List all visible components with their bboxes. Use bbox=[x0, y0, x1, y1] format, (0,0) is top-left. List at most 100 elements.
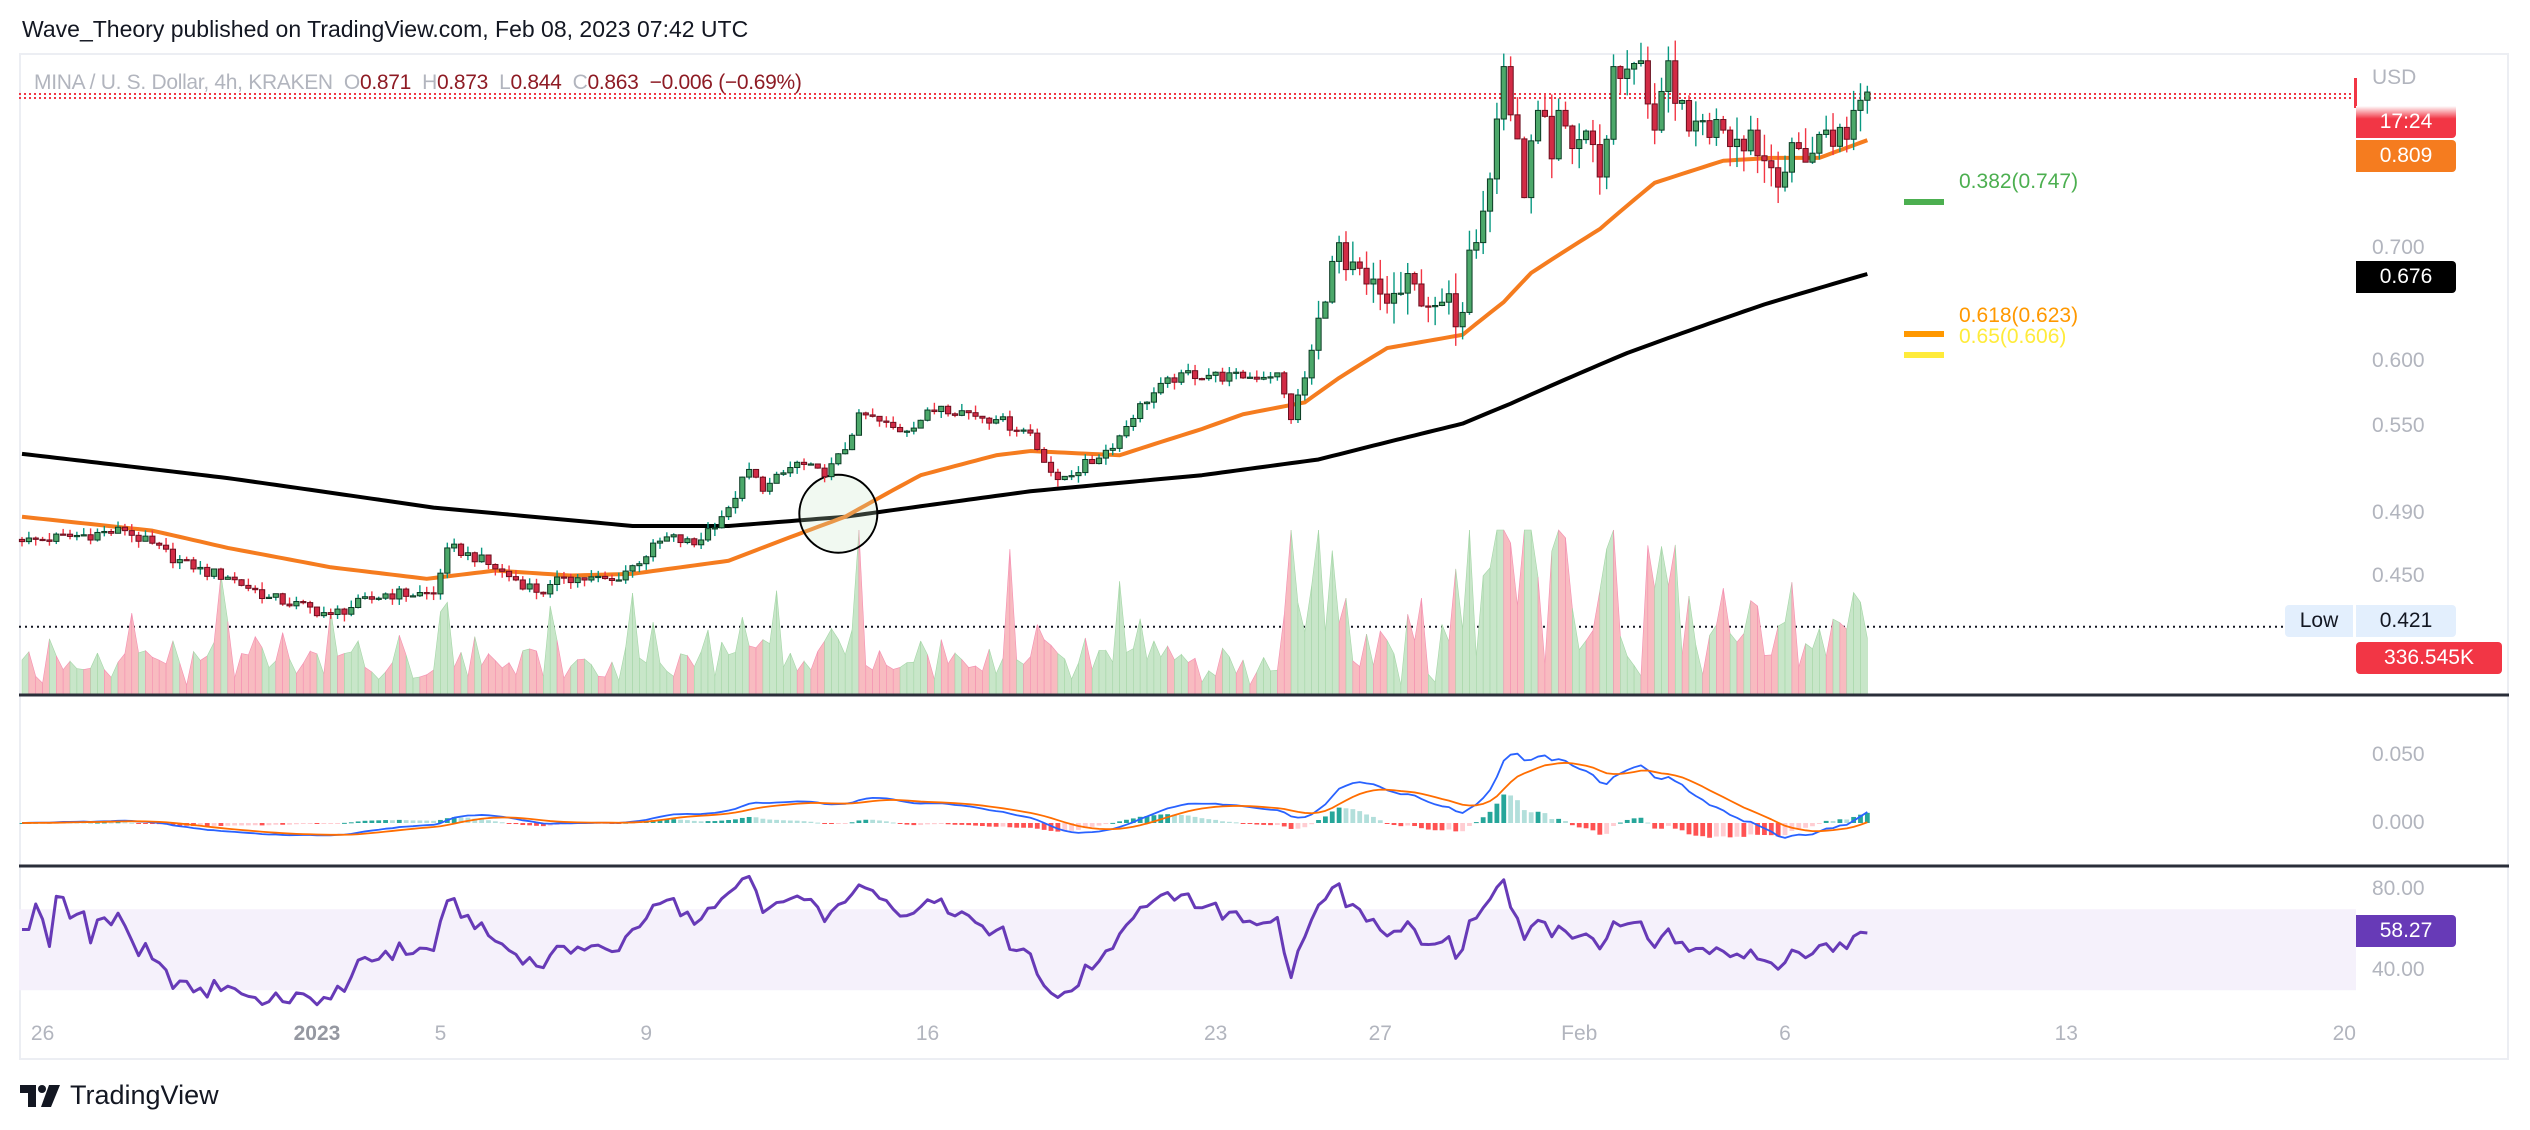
macd-histogram-bar bbox=[1686, 823, 1692, 835]
volume-segment bbox=[1201, 669, 1210, 696]
macd-histogram-bar bbox=[1727, 823, 1733, 838]
macd-histogram-bar bbox=[479, 819, 485, 823]
macd-histogram-bar bbox=[1734, 823, 1740, 837]
candle-body bbox=[1823, 129, 1830, 135]
candle-body bbox=[615, 579, 622, 582]
rsi-tick: 40.00 bbox=[2372, 958, 2425, 981]
macd-histogram-bar bbox=[966, 823, 972, 826]
candle-body bbox=[1528, 140, 1535, 199]
candle-body bbox=[169, 548, 177, 564]
candle-body bbox=[300, 601, 307, 604]
macd-signal-line bbox=[21, 761, 1868, 836]
currency-label[interactable]: USD bbox=[2372, 66, 2417, 89]
candle-body bbox=[1143, 401, 1151, 405]
candle-body bbox=[1425, 305, 1432, 308]
time-axis-label: 27 bbox=[1368, 1022, 1392, 1045]
macd-histogram-bar bbox=[1007, 823, 1013, 828]
macd-histogram-bar bbox=[294, 823, 299, 825]
candle-body bbox=[1191, 370, 1199, 380]
macd-histogram-bar bbox=[197, 823, 203, 827]
symbol-name[interactable]: MINA / U. S. Dollar, 4h, KRAKEN bbox=[34, 71, 333, 94]
candle-body bbox=[677, 534, 684, 544]
volume-segment bbox=[1544, 551, 1553, 696]
macd-histogram-bar bbox=[1803, 823, 1808, 828]
volume-segment bbox=[803, 660, 812, 696]
volume-segment bbox=[886, 664, 894, 696]
macd-histogram-bar bbox=[355, 821, 361, 823]
macd-histogram-bar bbox=[1446, 823, 1452, 830]
candle-body bbox=[547, 583, 554, 595]
candle-body bbox=[1514, 114, 1521, 140]
volume-segment bbox=[62, 660, 71, 696]
volume-segment bbox=[1359, 633, 1367, 696]
candle-body bbox=[1178, 372, 1185, 383]
macd-histogram-bar bbox=[431, 820, 436, 823]
low-label: L bbox=[499, 71, 511, 94]
volume-segment bbox=[453, 652, 462, 696]
macd-histogram-bar bbox=[1659, 823, 1664, 829]
volume-segment bbox=[995, 658, 1004, 696]
volume-segment bbox=[467, 636, 476, 696]
volume-segment bbox=[1318, 529, 1326, 696]
volume-segment bbox=[1325, 550, 1333, 696]
candle-body bbox=[855, 412, 863, 436]
tradingview-logo[interactable]: TradingView bbox=[20, 1080, 219, 1111]
macd-histogram-bar bbox=[767, 819, 773, 823]
volume-segment bbox=[625, 592, 633, 696]
macd-histogram-bar bbox=[890, 822, 896, 824]
candle-body bbox=[320, 612, 327, 617]
macd-histogram-bar bbox=[1453, 823, 1459, 832]
macd-histogram-bar bbox=[1755, 823, 1760, 835]
macd-histogram-bar bbox=[1048, 823, 1054, 831]
fib-line-0618[interactable] bbox=[1904, 331, 1944, 337]
volume-segment bbox=[412, 676, 421, 696]
candle-body bbox=[1390, 292, 1398, 304]
macd-histogram-bar bbox=[136, 823, 142, 824]
macd-histogram-bar bbox=[863, 819, 869, 823]
candle-body bbox=[375, 597, 382, 600]
volume-segment bbox=[1647, 545, 1655, 696]
candle-body bbox=[958, 410, 965, 416]
volume-segment bbox=[385, 661, 393, 696]
macd-histogram-bar bbox=[1810, 823, 1815, 827]
candle-body bbox=[704, 528, 712, 541]
candle-body bbox=[663, 536, 670, 542]
volume-segment bbox=[1510, 542, 1518, 696]
macd-histogram-bar bbox=[1117, 821, 1122, 823]
volume-segment bbox=[124, 613, 133, 696]
volume-segment bbox=[55, 655, 64, 696]
candle-body bbox=[869, 414, 876, 417]
volume-segment bbox=[433, 611, 441, 696]
macd-histogram-bar bbox=[973, 823, 978, 826]
volume-segment bbox=[1777, 621, 1786, 696]
macd-histogram-bar bbox=[1220, 821, 1225, 823]
candle-body bbox=[1363, 267, 1370, 285]
macd-histogram-bar bbox=[685, 820, 690, 823]
candle-body bbox=[1637, 60, 1645, 64]
candle-body bbox=[1164, 377, 1171, 384]
macd-histogram-bar bbox=[1261, 823, 1267, 825]
fib-line-065[interactable] bbox=[1904, 352, 1944, 358]
volume-segment bbox=[1085, 637, 1093, 696]
volume-segment bbox=[1338, 597, 1347, 696]
macd-histogram-bar bbox=[698, 821, 704, 823]
macd-histogram-bar bbox=[314, 823, 320, 824]
candle-body bbox=[1836, 126, 1844, 147]
rsi-value-label: 58.27 bbox=[2356, 915, 2456, 947]
macd-histogram-bar bbox=[1714, 823, 1719, 837]
macd-histogram-bar bbox=[1316, 820, 1321, 823]
volume-segment bbox=[289, 658, 297, 696]
macd-histogram-bar bbox=[1624, 819, 1630, 823]
volume-segment bbox=[426, 669, 434, 696]
fib-line-0382[interactable] bbox=[1904, 199, 1944, 205]
volume-segment bbox=[673, 653, 681, 696]
volume-segment bbox=[1695, 644, 1703, 696]
volume-segment bbox=[1428, 673, 1436, 696]
volume-segment bbox=[1839, 622, 1848, 696]
candle-body bbox=[883, 420, 890, 423]
candle-body bbox=[512, 576, 520, 581]
volume-segment bbox=[447, 602, 455, 696]
volume-segment bbox=[1421, 598, 1429, 696]
candle-body bbox=[416, 592, 423, 597]
